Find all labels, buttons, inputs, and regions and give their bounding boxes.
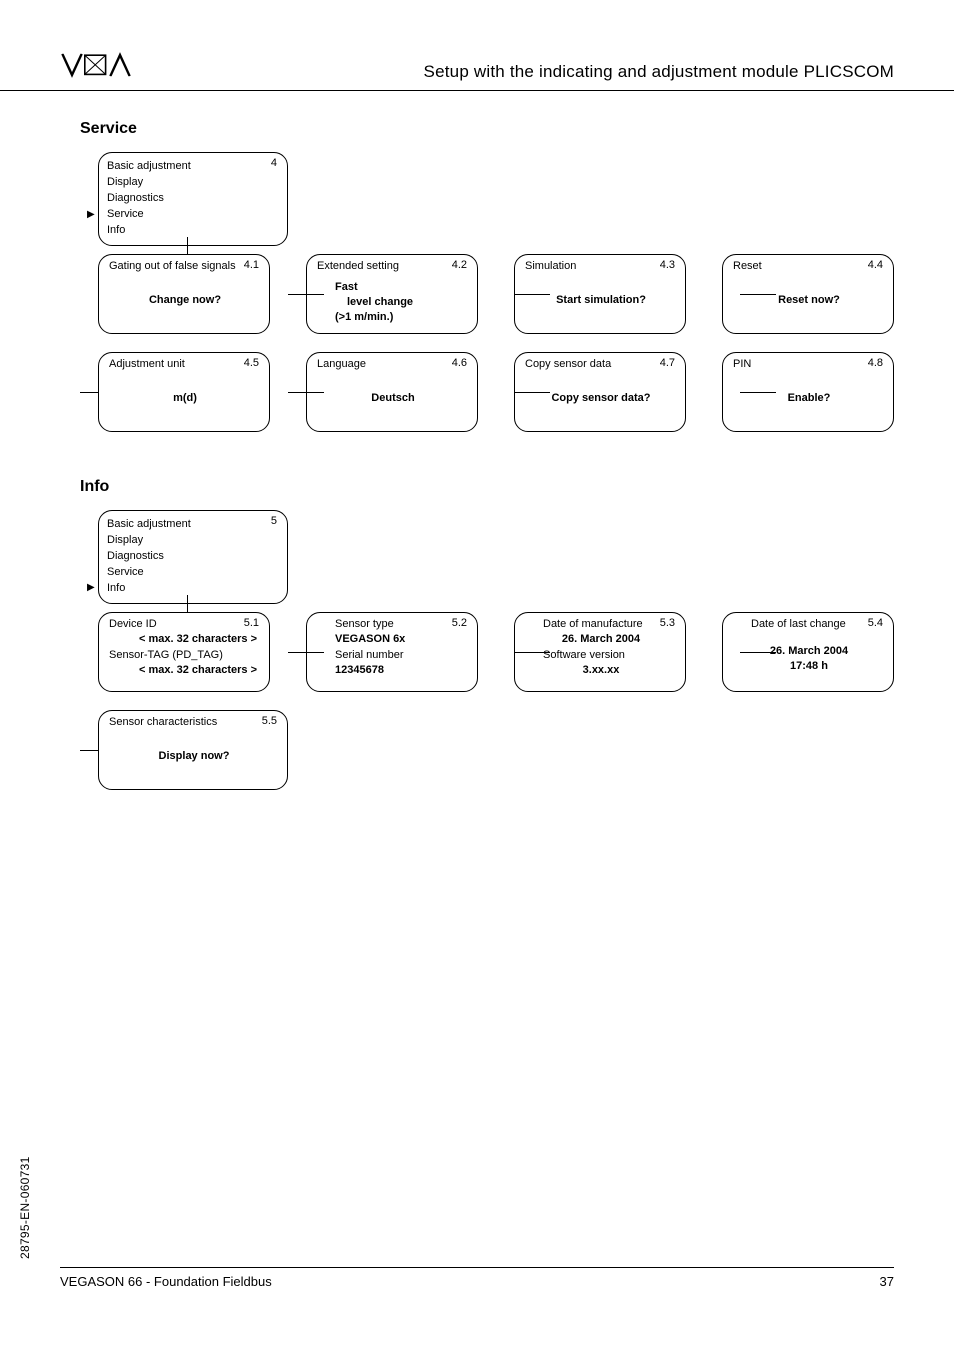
box-num: 5.2 (452, 617, 467, 629)
connector (288, 294, 324, 295)
box-num: 4.5 (244, 357, 259, 369)
box-value: VEGASON 6x (317, 632, 469, 647)
box-num: 4.7 (660, 357, 675, 369)
screen-box: 4.5 Adjustment unit m(d) (98, 352, 270, 432)
box-title: Adjustment unit (109, 357, 261, 372)
page-header: Setup with the indicating and adjustment… (0, 50, 954, 91)
box-value: Deutsch (371, 391, 414, 406)
menu-item: Service (107, 565, 279, 581)
connector (740, 294, 776, 295)
box-value: Start simulation? (556, 293, 646, 308)
box-value: < max. 32 characters > (109, 632, 261, 647)
screen-box: 5.1 Device ID < max. 32 characters > Sen… (98, 612, 270, 692)
connector (514, 294, 550, 295)
info-heading: Info (80, 478, 894, 496)
box-value: Display now? (159, 749, 230, 764)
box-title: Software version (525, 648, 677, 663)
box-num: 5.3 (660, 617, 675, 629)
menu-item: Display (107, 175, 279, 191)
service-menu-box: 4 Basic adjustment Display Diagnostics ▶… (98, 152, 288, 246)
connector (288, 392, 324, 393)
box-num: 4.6 (452, 357, 467, 369)
service-menu-num: 4 (271, 157, 277, 169)
menu-item: Info (107, 223, 279, 239)
screen-box: 4.6 Language Deutsch (306, 352, 478, 432)
vega-logo-icon (60, 50, 132, 82)
connector (514, 652, 550, 653)
connector (80, 750, 98, 751)
vega-logo (60, 50, 132, 82)
box-value: Change now? (149, 293, 221, 308)
menu-item-selected: ▶Service (107, 207, 279, 223)
box-num: 4.2 (452, 259, 467, 271)
box-value: Fast (317, 280, 469, 295)
box-value: m(d) (173, 391, 197, 406)
footer: VEGASON 66 - Foundation Fieldbus 37 (60, 1267, 894, 1289)
box-title: Sensor type (317, 617, 469, 632)
box-title: Simulation (525, 259, 677, 274)
info-menu-box: 5 Basic adjustment Display Diagnostics S… (98, 510, 288, 604)
menu-item: Basic adjustment (107, 517, 279, 533)
box-title: Extended setting (317, 259, 469, 274)
menu-item-selected: ▶Info (107, 581, 279, 597)
box-title: Date of manufacture (525, 617, 677, 632)
box-value: 17:48 h (733, 659, 885, 674)
box-num: 5.5 (262, 715, 277, 727)
box-value: Enable? (788, 391, 831, 406)
box-num: 4.3 (660, 259, 675, 271)
box-num: 5.1 (244, 617, 259, 629)
header-title: Setup with the indicating and adjustment… (424, 62, 894, 82)
box-title: Date of last change (733, 617, 885, 632)
box-value: (>1 m/min.) (317, 310, 469, 325)
connector (80, 392, 98, 393)
menu-item: Diagnostics (107, 191, 279, 207)
menu-arrow-icon: ▶ (87, 581, 95, 596)
info-menu-num: 5 (271, 515, 277, 527)
box-title: Device ID (109, 617, 261, 632)
box-title: Sensor-TAG (PD_TAG) (109, 648, 261, 663)
box-value: 3.xx.xx (525, 663, 677, 678)
box-title: Copy sensor data (525, 357, 677, 372)
side-doc-number: 28795-EN-060731 (18, 1156, 32, 1259)
box-value: 26. March 2004 (525, 632, 677, 647)
box-title: Gating out of false signals (109, 259, 261, 274)
box-title: Serial number (317, 648, 469, 663)
box-num: 4.1 (244, 259, 259, 271)
footer-page-number: 37 (880, 1274, 894, 1289)
box-num: 5.4 (868, 617, 883, 629)
menu-item: Diagnostics (107, 549, 279, 565)
box-value: < max. 32 characters > (109, 663, 261, 678)
box-title: Language (317, 357, 469, 372)
box-value: level change (317, 295, 469, 310)
box-title: Sensor characteristics (109, 715, 279, 730)
service-heading: Service (80, 120, 894, 138)
connector (740, 652, 776, 653)
connector (740, 392, 776, 393)
screen-box: 5.2 Sensor type VEGASON 6x Serial number… (306, 612, 478, 692)
connector (288, 652, 324, 653)
box-value: Copy sensor data? (551, 391, 650, 406)
box-title: Reset (733, 259, 885, 274)
connector (514, 392, 550, 393)
menu-arrow-icon: ▶ (87, 208, 95, 223)
box-title: PIN (733, 357, 885, 372)
menu-item: Display (107, 533, 279, 549)
box-num: 4.8 (868, 357, 883, 369)
screen-box: 5.5 Sensor characteristics Display now? (98, 710, 288, 790)
content: Service 4 Basic adjustment Display Diagn… (80, 120, 894, 808)
footer-left: VEGASON 66 - Foundation Fieldbus (60, 1274, 272, 1289)
box-value: Reset now? (778, 293, 840, 308)
screen-box: 4.2 Extended setting Fast level change (… (306, 254, 478, 334)
screen-box: 4.1 Gating out of false signals Change n… (98, 254, 270, 334)
box-num: 4.4 (868, 259, 883, 271)
box-value: 12345678 (317, 663, 469, 678)
menu-item: Basic adjustment (107, 159, 279, 175)
